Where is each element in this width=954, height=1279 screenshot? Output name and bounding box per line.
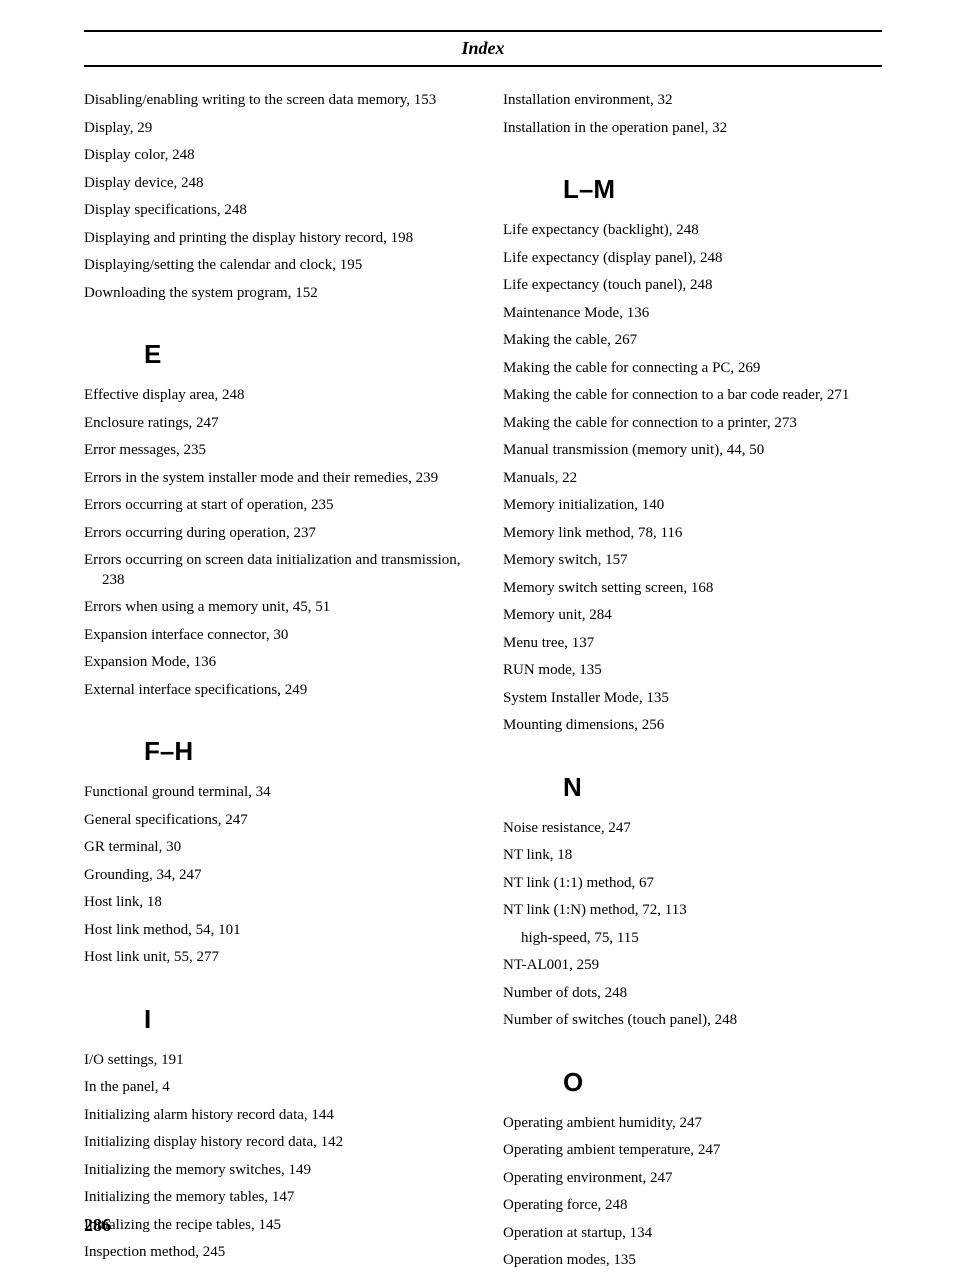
index-entry: Menu tree, 137 <box>503 634 882 654</box>
index-entry: Life expectancy (backlight), 248 <box>503 221 882 241</box>
index-entry: Maintenance Mode, 136 <box>503 304 882 324</box>
index-entry: GR terminal, 30 <box>84 838 463 858</box>
index-entry: Functional ground terminal, 34 <box>84 783 463 803</box>
index-entry: NT link, 18 <box>503 846 882 866</box>
index-entry: Memory switch, 157 <box>503 551 882 571</box>
index-entry: Number of dots, 248 <box>503 984 882 1004</box>
index-entry: Display color, 248 <box>84 146 463 166</box>
index-entry: Making the cable for connection to a bar… <box>503 386 882 406</box>
index-entry: Host link unit, 55, 277 <box>84 948 463 968</box>
index-entry: System Installer Mode, 135 <box>503 689 882 709</box>
index-entry: NT link (1:N) method, 72, 113 <box>503 901 882 921</box>
index-entry: Memory unit, 284 <box>503 606 882 626</box>
index-columns: Disabling/enabling writing to the screen… <box>84 91 882 1279</box>
index-entry: Errors occurring at start of operation, … <box>84 496 463 516</box>
index-entry: Displaying/setting the calendar and cloc… <box>84 256 463 276</box>
index-entry: Mounting dimensions, 256 <box>503 716 882 736</box>
index-entry: NT-AL001, 259 <box>503 956 882 976</box>
index-entry: Noise resistance, 247 <box>503 819 882 839</box>
index-entry: Memory initialization, 140 <box>503 496 882 516</box>
index-entry: External interface specifications, 249 <box>84 681 463 701</box>
index-entry: Errors in the system installer mode and … <box>84 469 463 489</box>
index-right-column: Installation environment, 32 Installation… <box>503 91 882 1279</box>
header-rule-top <box>84 30 882 32</box>
index-entry: Installation in the operation panel, 32 <box>503 119 882 139</box>
index-entry: Expansion interface connector, 30 <box>84 626 463 646</box>
index-entry: Number of switches (touch panel), 248 <box>503 1011 882 1031</box>
index-entry: Error messages, 235 <box>84 441 463 461</box>
index-section-letter: F–H <box>144 736 463 767</box>
index-entry: Grounding, 34, 247 <box>84 866 463 886</box>
index-section-letter: N <box>563 772 882 803</box>
index-entry: Display, 29 <box>84 119 463 139</box>
index-entry: Downloading the system program, 152 <box>84 284 463 304</box>
index-entry: Manuals, 22 <box>503 469 882 489</box>
index-left-column: Disabling/enabling writing to the screen… <box>84 91 463 1279</box>
index-entry: Operating force, 248 <box>503 1196 882 1216</box>
header-rule-bottom <box>84 65 882 67</box>
index-entry: Installation environment, 32 <box>503 91 882 111</box>
index-entry: Errors occurring on screen data initiali… <box>84 551 463 590</box>
index-entry: Display device, 248 <box>84 174 463 194</box>
index-entry: Manual transmission (memory unit), 44, 5… <box>503 441 882 461</box>
index-entry: Displaying and printing the display hist… <box>84 229 463 249</box>
index-subentry: high-speed, 75, 115 <box>521 929 882 949</box>
index-entry: Host link, 18 <box>84 893 463 913</box>
index-entry: NT link (1:1) method, 67 <box>503 874 882 894</box>
index-entry: Expansion Mode, 136 <box>84 653 463 673</box>
index-entry: Operating environment, 247 <box>503 1169 882 1189</box>
index-entry: Operating ambient humidity, 247 <box>503 1114 882 1134</box>
index-entry: Initializing the memory switches, 149 <box>84 1161 463 1181</box>
index-entry: Enclosure ratings, 247 <box>84 414 463 434</box>
index-entry: Operation at startup, 134 <box>503 1224 882 1244</box>
index-entry: Initializing the memory tables, 147 <box>84 1188 463 1208</box>
page-header-title: Index <box>84 34 882 61</box>
index-entry: I/O settings, 191 <box>84 1051 463 1071</box>
index-entry: Initializing alarm history record data, … <box>84 1106 463 1126</box>
index-entry: Disabling/enabling writing to the screen… <box>84 91 463 111</box>
index-entry: General specifications, 247 <box>84 811 463 831</box>
index-entry: Life expectancy (touch panel), 248 <box>503 276 882 296</box>
index-entry: Operating ambient temperature, 247 <box>503 1141 882 1161</box>
index-section-letter: I <box>144 1004 463 1035</box>
index-entry: Life expectancy (display panel), 248 <box>503 249 882 269</box>
index-entry: Making the cable, 267 <box>503 331 882 351</box>
index-entry: Display specifications, 248 <box>84 201 463 221</box>
index-entry: Initializing the recipe tables, 145 <box>84 1216 463 1236</box>
index-entry: Errors when using a memory unit, 45, 51 <box>84 598 463 618</box>
index-entry: Memory switch setting screen, 168 <box>503 579 882 599</box>
index-entry: Effective display area, 248 <box>84 386 463 406</box>
index-entry: In the panel, 4 <box>84 1078 463 1098</box>
index-entry: Host link method, 54, 101 <box>84 921 463 941</box>
index-entry: Making the cable for connection to a pri… <box>503 414 882 434</box>
index-entry: Inspection method, 245 <box>84 1243 463 1263</box>
index-section-letter: E <box>144 339 463 370</box>
page-number: 286 <box>84 1215 111 1236</box>
index-entry: Initializing display history record data… <box>84 1133 463 1153</box>
index-section-letter: L–M <box>563 174 882 205</box>
index-section-letter: O <box>563 1067 882 1098</box>
index-entry: Memory link method, 78, 116 <box>503 524 882 544</box>
index-entry: RUN mode, 135 <box>503 661 882 681</box>
index-entry: Errors occurring during operation, 237 <box>84 524 463 544</box>
index-entry: Making the cable for connecting a PC, 26… <box>503 359 882 379</box>
